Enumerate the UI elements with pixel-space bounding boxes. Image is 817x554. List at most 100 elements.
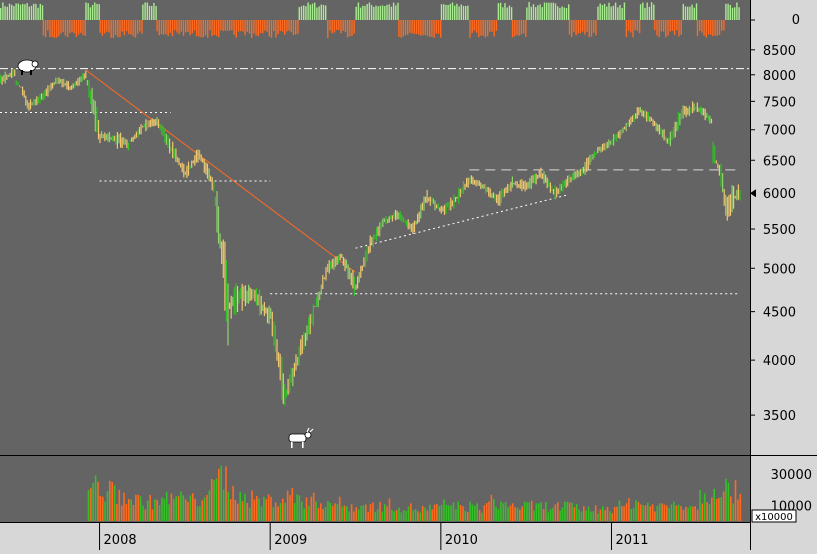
volume-bar-up — [632, 507, 635, 521]
volume-bar-down — [739, 494, 742, 521]
volume-bar-up — [571, 502, 573, 521]
signal-bar-up — [307, 2, 309, 21]
volume-bar-up — [400, 512, 403, 521]
volume-bar-down — [483, 505, 486, 521]
signal-bar-down — [632, 20, 634, 38]
signal-bar-down — [573, 20, 575, 33]
volume-bar-up — [677, 504, 680, 521]
volume-bar-down — [170, 493, 173, 521]
signal-bar-down — [353, 20, 355, 34]
volume-bar-up — [592, 511, 595, 521]
signal-bar-down — [579, 20, 582, 34]
signal-bar-down — [723, 20, 725, 31]
signal-bar-down — [349, 20, 351, 37]
signal-bar-up — [94, 2, 96, 20]
signal-bar-down — [662, 20, 665, 32]
volume-bar-down — [109, 480, 111, 521]
volume-bar-down — [353, 511, 355, 521]
volume-bar-up — [324, 506, 327, 521]
volume-bar-up — [528, 502, 531, 521]
signal-bar-down — [331, 20, 333, 34]
volume-bar-down — [623, 506, 625, 521]
signal-bar-down — [586, 20, 588, 32]
signal-bar-up — [610, 6, 612, 20]
volume-bar-up — [244, 493, 246, 521]
signal-bar-up — [314, 2, 316, 20]
signal-bar-down — [226, 20, 229, 31]
volume-bar-up — [215, 478, 218, 521]
signal-bar-up — [650, 2, 653, 20]
volume-bar-up — [346, 506, 348, 521]
volume-bar-up — [497, 509, 500, 521]
signal-bar-up — [443, 4, 445, 20]
signal-bar-up — [563, 7, 565, 20]
signal-bar-down — [676, 20, 678, 31]
volume-bar-up — [168, 504, 170, 521]
signal-bar-up — [303, 5, 305, 21]
volume-bar-up — [502, 503, 505, 521]
signal-bar-down — [342, 20, 344, 31]
signal-bar-up — [559, 7, 561, 21]
volume-bar-down — [599, 509, 602, 521]
volume-bar-down — [462, 506, 464, 521]
signal-bar-up — [727, 3, 729, 20]
signal-bar-down — [66, 20, 69, 38]
signal-bar-up — [554, 3, 557, 21]
volume-bar-down — [521, 506, 523, 521]
volume-bar-up — [258, 498, 260, 521]
volume-bar-up — [699, 489, 701, 521]
signal-bar-down — [101, 20, 104, 36]
volume-bar-up — [327, 501, 329, 521]
signal-bar-up — [24, 4, 26, 20]
signal-bar-down — [495, 20, 498, 31]
volume-bar-up — [720, 497, 723, 521]
volume-bar-up — [561, 507, 564, 521]
signal-bar-down — [595, 20, 597, 36]
volume-unit-label: x10000 — [755, 512, 793, 523]
signal-bar-up — [440, 4, 443, 20]
volume-bar-down — [554, 504, 557, 521]
signal-bar-up — [39, 3, 41, 21]
volume-bar-up — [547, 512, 550, 521]
signal-bar-up — [689, 6, 691, 20]
volume-bar-up — [248, 507, 251, 521]
signal-bar-up — [30, 5, 33, 20]
volume-bar-down — [459, 505, 462, 521]
signal-bar-up — [366, 4, 368, 20]
signal-bar-up — [687, 6, 689, 20]
volume-bar-up — [412, 510, 414, 521]
signal-bar-down — [710, 20, 712, 35]
signal-bar-down — [489, 20, 491, 32]
signal-bar-down — [80, 20, 82, 33]
signal-bar-up — [445, 4, 447, 21]
volume-bar-up — [455, 509, 457, 521]
volume-bar-down — [305, 497, 308, 521]
volume-bar-up — [642, 505, 644, 521]
volume-bar-down — [466, 511, 469, 521]
signal-bar-down — [119, 20, 121, 38]
signal-bar-down — [257, 20, 259, 37]
volume-bar-up — [87, 490, 90, 521]
volume-bar-up — [630, 509, 632, 521]
volume-bar-down — [132, 504, 135, 521]
signal-bar-up — [684, 6, 687, 21]
volume-bar-down — [604, 510, 606, 521]
volume-bar-down — [372, 502, 374, 521]
signal-bar-up — [144, 2, 146, 20]
volume-bar-up — [163, 498, 166, 521]
volume-panel — [0, 456, 750, 522]
volume-bar-down — [286, 490, 289, 521]
volume-bar-down — [123, 492, 125, 521]
volume-bar-up — [507, 507, 509, 521]
price-tick-label: 8000 — [763, 69, 796, 84]
signal-bar-up — [537, 5, 539, 20]
signal-bar-up — [606, 6, 608, 20]
volume-bar-up — [504, 502, 507, 521]
volume-bar-down — [343, 505, 346, 521]
signal-bar-up — [87, 3, 89, 20]
volume-bar-up — [308, 505, 310, 521]
signal-bar-down — [568, 20, 571, 35]
signal-bar-down — [290, 20, 292, 33]
volume-bar-up — [590, 511, 592, 521]
signal-bar-down — [196, 20, 198, 37]
